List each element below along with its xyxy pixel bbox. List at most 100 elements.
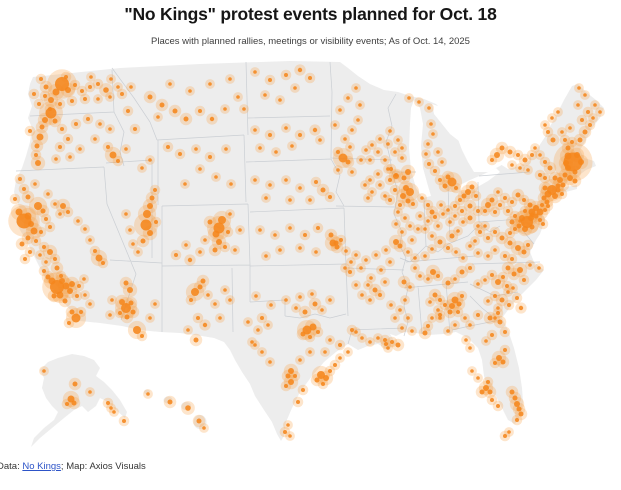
event-dot: [290, 144, 294, 148]
event-dot: [454, 186, 458, 190]
event-dot: [298, 133, 302, 137]
event-dot: [93, 137, 97, 141]
event-dot: [378, 137, 382, 141]
event-dot: [44, 217, 48, 221]
event-dot: [198, 109, 202, 113]
event-dot: [284, 298, 288, 302]
separator: ;: [60, 461, 67, 472]
event-dot: [308, 76, 312, 80]
event-dot: [350, 328, 354, 332]
event-dot: [58, 212, 62, 216]
event-dot: [77, 284, 81, 288]
event-dot: [321, 382, 325, 386]
event-dot: [528, 263, 532, 267]
event-dot: [88, 85, 92, 89]
event-dot: [436, 224, 440, 228]
event-dot: [74, 122, 78, 126]
event-dot: [560, 182, 566, 188]
event-dot: [71, 400, 77, 406]
event-dot: [469, 184, 475, 190]
event-dot: [427, 162, 431, 166]
event-dot: [208, 82, 212, 86]
event-dot: [338, 153, 348, 163]
event-dot: [386, 167, 390, 171]
event-dot: [508, 231, 512, 235]
event-dot: [410, 329, 414, 333]
event-dot: [499, 145, 505, 151]
event-dot: [140, 238, 146, 244]
event-dot: [593, 103, 597, 107]
event-dot: [422, 330, 428, 336]
event-dot: [393, 150, 397, 154]
event-dot: [54, 157, 58, 161]
event-dot: [498, 203, 502, 207]
event-dot: [366, 196, 370, 200]
event-dot: [338, 343, 342, 347]
event-dot-cores: [13, 67, 602, 438]
event-dot: [468, 266, 472, 270]
event-dot: [470, 369, 474, 373]
event-dot: [40, 208, 46, 214]
event-dot: [216, 239, 222, 245]
event-dot: [389, 303, 393, 307]
event-dot: [123, 280, 129, 286]
event-dot: [393, 173, 399, 179]
event-dot: [48, 277, 56, 285]
event-dot: [570, 140, 574, 144]
event-dot: [515, 245, 521, 251]
event-dot: [186, 328, 190, 332]
event-dot: [507, 240, 513, 246]
event-dot: [564, 152, 572, 160]
event-dot: [233, 248, 237, 252]
event-dot: [108, 95, 112, 99]
event-dot: [42, 117, 48, 123]
event-dot: [308, 350, 312, 354]
no-kings-link[interactable]: No Kings: [22, 461, 61, 472]
event-dot: [334, 244, 340, 250]
event-dot: [187, 257, 193, 263]
event-dot: [431, 132, 435, 136]
event-dot: [513, 214, 517, 218]
event-dot: [269, 303, 273, 307]
event-dot: [393, 188, 397, 192]
event-dot: [349, 260, 353, 264]
event-dot: [202, 322, 208, 328]
event-dot: [418, 214, 422, 218]
event-dot: [314, 377, 320, 383]
event-dot: [354, 253, 358, 257]
event-dot: [253, 128, 257, 132]
event-dot: [507, 430, 511, 434]
event-dot: [25, 194, 31, 200]
event-dot: [338, 356, 342, 360]
event-dot: [25, 235, 31, 241]
lake-ontario: [500, 156, 530, 169]
data-label: Data:: [0, 461, 20, 472]
event-dot: [263, 93, 267, 97]
event-dot: [538, 218, 542, 222]
event-dot: [496, 190, 500, 194]
event-dot: [468, 346, 472, 350]
event-dot: [507, 303, 511, 307]
event-dot: [37, 102, 41, 106]
event-dot: [35, 160, 41, 166]
event-dot: [493, 361, 497, 365]
event-dot: [64, 75, 68, 79]
event-dot: [460, 294, 464, 298]
event-dot: [456, 229, 460, 233]
lake-michigan: [409, 100, 431, 198]
alaska-shape: [31, 354, 127, 447]
event-dot: [268, 360, 272, 364]
event-dot: [394, 222, 398, 226]
event-dot: [465, 189, 471, 195]
event-dot: [405, 169, 411, 175]
event-dot: [364, 258, 368, 262]
event-dot: [505, 265, 511, 271]
event-dot: [483, 209, 487, 213]
event-dot: [264, 254, 268, 258]
event-dot: [449, 303, 455, 309]
event-dot: [53, 257, 57, 261]
event-dot: [286, 423, 290, 427]
event-dot: [496, 404, 500, 408]
event-dot: [82, 277, 86, 281]
